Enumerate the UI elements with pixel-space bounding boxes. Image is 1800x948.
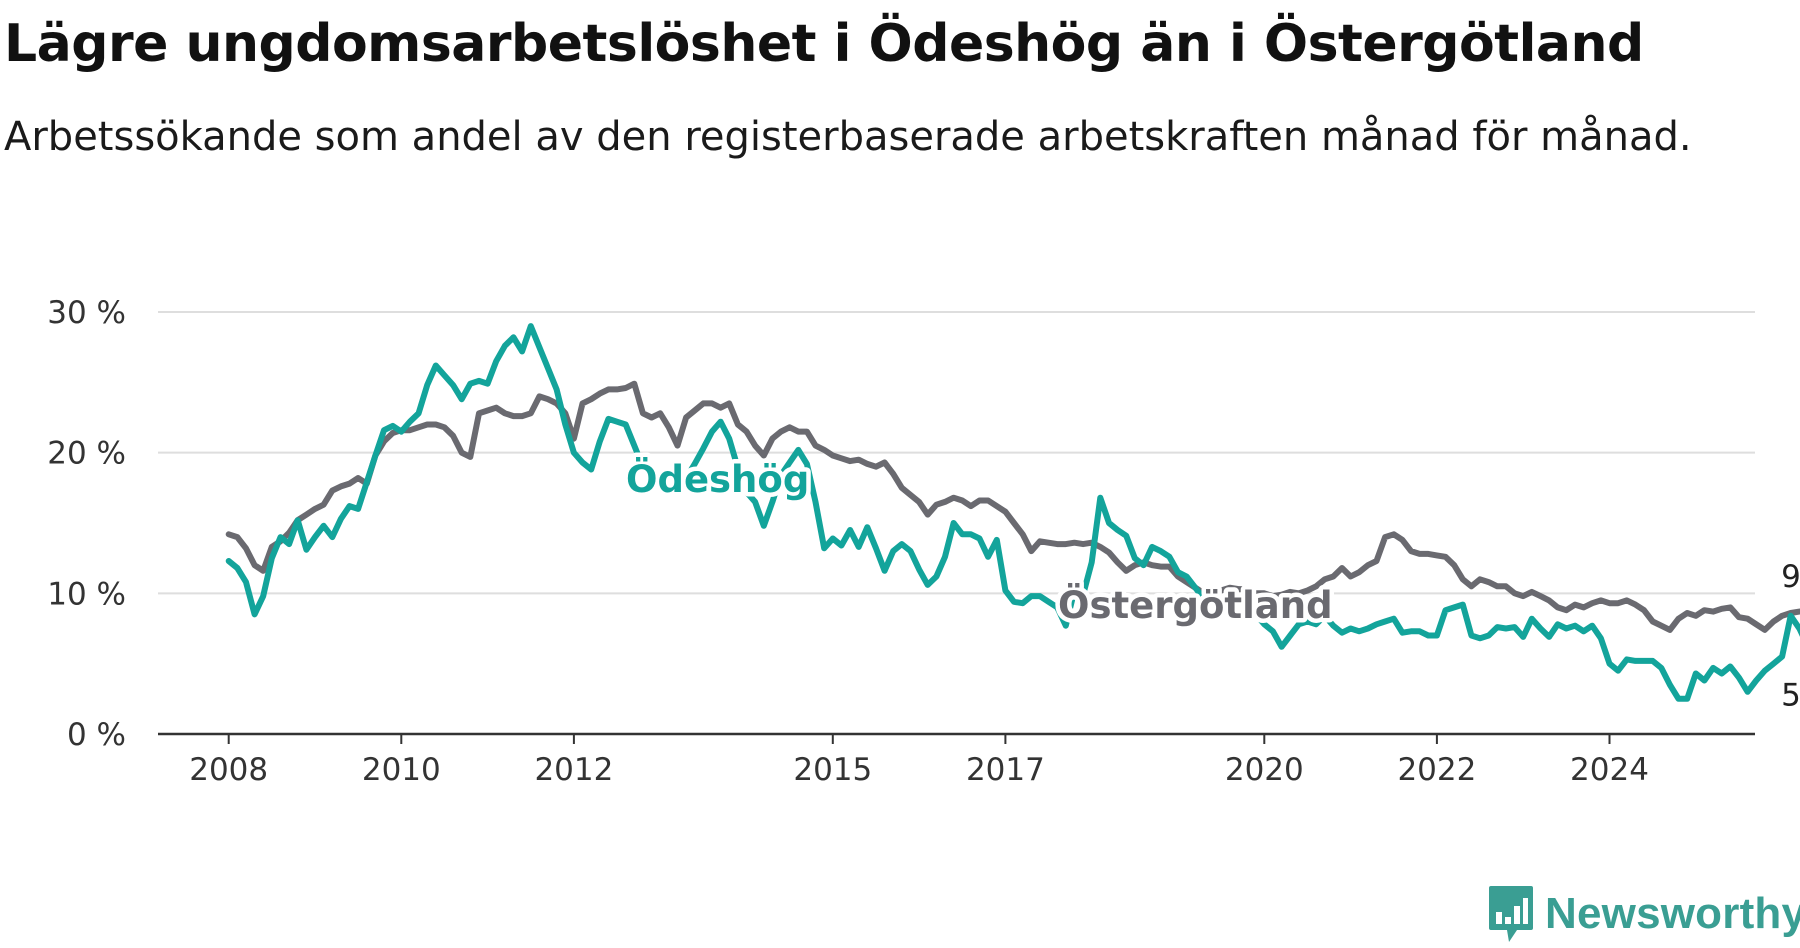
x-tick-label: 2017 — [966, 752, 1045, 788]
chart-subtitle: Arbetssökande som andel av den registerb… — [4, 114, 1692, 160]
gridlines — [158, 311, 1755, 595]
series-lines — [225, 323, 1800, 702]
series-label-odeshog: Ödeshög — [626, 457, 809, 501]
end-label-ostergotland: 9 % — [1781, 559, 1800, 595]
series-label-ostergotland: Östergötland — [1058, 583, 1333, 627]
chart-title: Lägre ungdomsarbetslöshet i Ödeshög än i… — [4, 14, 1644, 74]
x-tick-label: 2008 — [189, 752, 268, 788]
x-axis-ticks: 2008 2010 2012 2015 2017 2020 2022 2024 — [189, 734, 1649, 788]
y-axis-ticks: 0 % 10 % 20 % 30 % — [47, 295, 126, 753]
series-labels: 9 % 5 % Ödeshög Östergötland — [622, 453, 1800, 714]
y-tick-label: 20 % — [47, 436, 126, 472]
y-tick-label: 10 % — [47, 576, 126, 612]
series-line-ostergotland — [225, 380, 1800, 633]
y-tick-label: 0 % — [67, 717, 126, 753]
newsworthy-logo-icon — [1489, 886, 1533, 942]
x-tick-label: 2012 — [534, 752, 613, 788]
end-label-odeshog: 5 % — [1781, 678, 1800, 714]
series-line-odeshog — [225, 323, 1800, 702]
newsworthy-logo-text: Newsworthy — [1545, 889, 1800, 938]
x-tick-label: 2024 — [1570, 752, 1649, 788]
x-tick-label: 2020 — [1225, 752, 1304, 788]
y-tick-label: 30 % — [47, 295, 126, 331]
x-tick-label: 2010 — [362, 752, 441, 788]
x-tick-label: 2015 — [793, 752, 872, 788]
newsworthy-logo: Newsworthy — [1487, 884, 1800, 944]
x-tick-label: 2022 — [1397, 752, 1476, 788]
